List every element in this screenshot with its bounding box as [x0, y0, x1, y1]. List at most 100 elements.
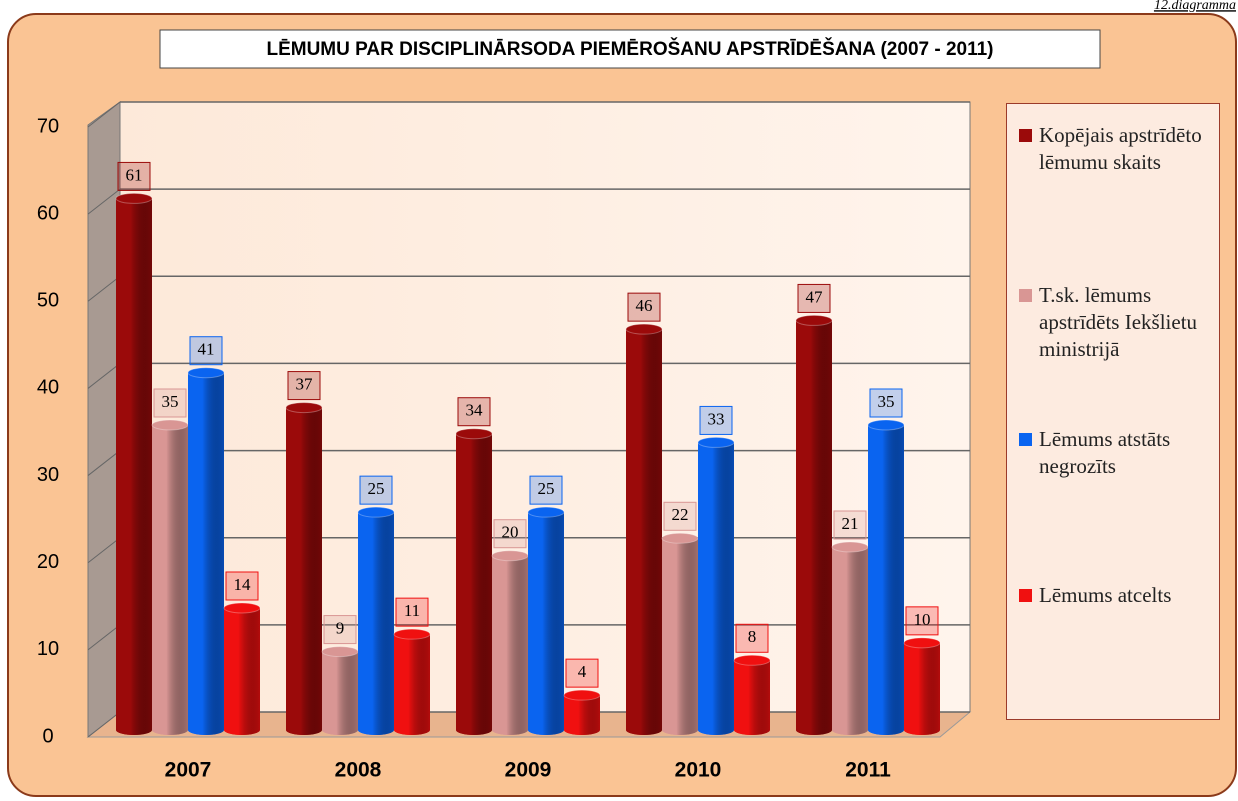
legend-item: Lēmums atcelts [1019, 582, 1229, 609]
value-label: 9 [336, 618, 345, 637]
legend-label: Lēmums atstāts negrozīts [1039, 427, 1171, 478]
bar-shade [224, 608, 260, 735]
legend-item: Lēmums atstāts negrozīts [1019, 426, 1229, 480]
value-label-box [833, 510, 867, 540]
bar-shade [528, 512, 564, 735]
x-tick-label: 2007 [165, 759, 212, 782]
bar-top [223, 602, 261, 614]
bar-top [527, 506, 565, 518]
legend-label: Lēmums atcelts [1039, 583, 1172, 607]
bar [661, 532, 699, 735]
x-tick-label: 2011 [845, 759, 891, 782]
value-label-box [323, 615, 357, 645]
grid-line-side [87, 101, 121, 128]
legend-swatch [1019, 129, 1032, 142]
value-label: 25 [538, 479, 555, 498]
y-tick-label: 40 [37, 377, 59, 399]
bar [733, 654, 771, 735]
value-label-box [189, 336, 223, 366]
legend-item: Kopējais apstrīdēto lēmumu skaits [1019, 122, 1229, 176]
y-tick-label: 50 [37, 290, 59, 312]
y-tick-label: 70 [37, 115, 59, 137]
value-label-box [905, 606, 939, 636]
value-label: 11 [404, 601, 420, 620]
value-label: 8 [748, 627, 757, 646]
bar-top [285, 402, 323, 414]
value-label-box [529, 475, 563, 505]
title-box [159, 29, 1101, 69]
bar-top [903, 637, 941, 649]
bar [563, 689, 601, 735]
bar [357, 506, 395, 735]
bar-shade [832, 547, 868, 735]
value-label: 20 [502, 523, 519, 542]
bar-shade [698, 442, 734, 735]
bar-shade [152, 425, 188, 735]
bar [625, 323, 663, 735]
bar [795, 314, 833, 735]
grid-line-side [87, 188, 121, 215]
value-label-box [663, 501, 697, 531]
value-label: 37 [296, 374, 314, 393]
bar-top [831, 541, 869, 553]
value-label-box [565, 658, 599, 688]
bar-shade [904, 642, 940, 735]
bar-shade [394, 634, 430, 735]
value-label: 22 [672, 505, 689, 524]
bar-top [115, 192, 153, 204]
value-label-box [699, 405, 733, 435]
bar [697, 436, 735, 735]
bar-top [151, 419, 189, 431]
bar-top [491, 550, 529, 562]
bar-top [661, 532, 699, 544]
bar [455, 428, 493, 735]
value-label-box [457, 397, 491, 427]
bar-shade [492, 555, 528, 735]
grid-line-side [87, 450, 121, 476]
bar-top [795, 314, 833, 326]
value-label: 21 [842, 514, 859, 533]
bar-top [321, 646, 359, 658]
y-tick-label: 20 [37, 551, 59, 573]
legend-item: T.sk. lēmums apstrīdēts Iekšlietu minist… [1019, 282, 1229, 363]
value-label: 41 [198, 340, 215, 359]
value-label: 10 [914, 610, 931, 629]
value-label: 47 [806, 287, 824, 306]
bar [151, 419, 189, 735]
bar [903, 637, 941, 735]
value-label: 14 [234, 575, 252, 594]
grid-line-side [87, 363, 121, 389]
value-label: 35 [878, 392, 895, 411]
bar [223, 602, 261, 735]
value-label-box [627, 292, 661, 322]
y-tick-label: 60 [37, 202, 59, 224]
bar [491, 550, 529, 735]
bar-shade [188, 372, 224, 735]
value-label-box [735, 623, 769, 653]
bar-top [867, 419, 905, 431]
x-tick-label: 2008 [335, 759, 382, 782]
bar-shade [286, 407, 322, 735]
bar-top [625, 323, 663, 335]
legend: Kopējais apstrīdēto lēmumu skaits T.sk. l… [1006, 103, 1220, 720]
value-label: 25 [368, 479, 385, 498]
value-label: 35 [162, 392, 179, 411]
legend-label: Kopējais apstrīdēto lēmumu skaits [1039, 123, 1202, 174]
legend-swatch [1019, 289, 1032, 302]
bar [831, 541, 869, 735]
bar [321, 646, 359, 735]
grid-line-side [87, 275, 121, 302]
chart-title: LĒMUMU PAR DISCIPLINĀRSODA PIEMĒROŠANU A… [266, 38, 993, 60]
bar-shade [734, 660, 770, 735]
bar [393, 628, 431, 735]
bar [867, 419, 905, 735]
value-label-box [797, 283, 831, 313]
value-label-box [153, 388, 187, 418]
bar-shade [358, 512, 394, 735]
value-label: 33 [708, 409, 725, 428]
value-label: 34 [466, 401, 484, 420]
bar-top [455, 428, 493, 440]
bar-shade [322, 651, 358, 735]
